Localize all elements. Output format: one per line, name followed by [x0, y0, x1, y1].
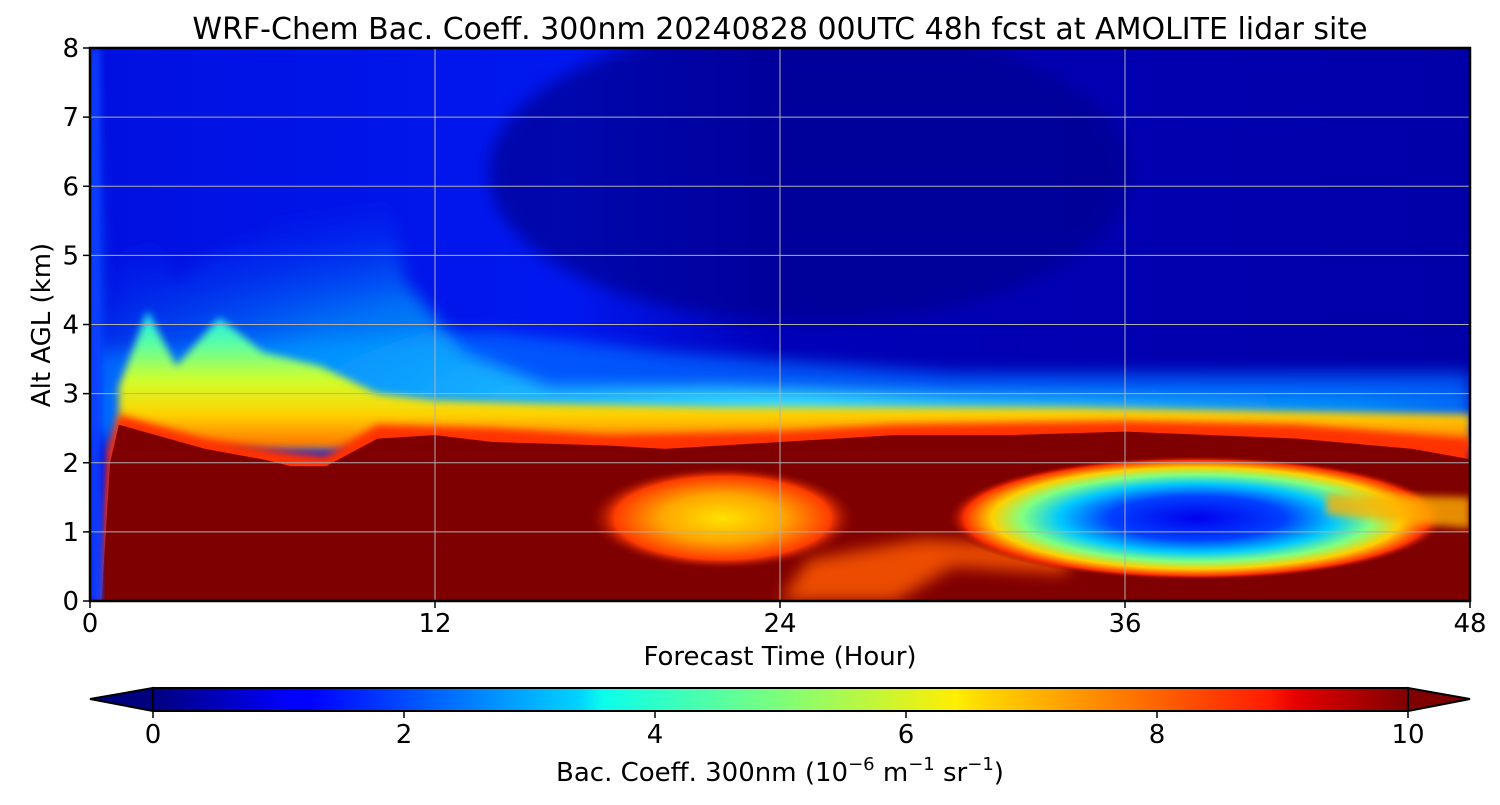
clean-pocket-1: [587, 466, 858, 571]
aerosol-plume: [101, 103, 1470, 449]
y-tick-label: 0: [62, 587, 79, 617]
colorbar-body: [152, 687, 1409, 712]
colorbar-label-mid1: m: [875, 758, 909, 788]
colorbar-label-exp2: −1: [908, 754, 935, 775]
colorbar-label-prefix: Bac. Coeff. 300nm (10: [556, 758, 848, 788]
x-axis: 0 12 24 36 48: [82, 601, 1487, 639]
clean-pocket-2: [946, 456, 1447, 581]
y-tick-label: 4: [62, 311, 79, 341]
y-axis-label: Alt AGL (km): [27, 243, 57, 407]
colorbar-label-exp3: −1: [967, 754, 994, 775]
colorbar-tick-label: 0: [145, 720, 162, 750]
colorbar-tick-label: 8: [1149, 720, 1166, 750]
y-tick-label: 6: [62, 172, 79, 202]
y-tick-label: 1: [62, 518, 79, 548]
dark-patch: [488, 48, 1129, 323]
colorbar-label-mid2: sr: [935, 758, 968, 788]
y-tick-label: 8: [62, 34, 79, 64]
residual-layer: [1326, 493, 1470, 529]
colorbar-extend-high: [1407, 686, 1471, 713]
x-axis-label: Forecast Time (Hour): [643, 642, 916, 672]
y-tick-label: 2: [62, 449, 79, 479]
x-tick-label: 48: [1453, 609, 1486, 639]
colorbar-tick-label: 10: [1391, 720, 1424, 750]
colorbar-tick-label: 4: [647, 720, 664, 750]
x-tick-label: 24: [763, 609, 796, 639]
chart-title: WRF-Chem Bac. Coeff. 300nm 20240828 00UT…: [192, 12, 1367, 47]
y-tick-label: 5: [62, 241, 79, 271]
colorbar-tick-label: 2: [396, 720, 413, 750]
x-tick-label: 36: [1108, 609, 1141, 639]
y-tick-label: 7: [62, 103, 79, 133]
colorbar-tick-label: 6: [898, 720, 915, 750]
aerosol-layer: [118, 310, 1470, 449]
colorbar-extend-low: [89, 686, 154, 713]
x-tick-label: 0: [82, 609, 99, 639]
colorbar: 0 2 4 6 8 10 Bac. Coeff. 300nm (10−6 m−1 sr−1…: [89, 686, 1471, 788]
colorbar-label-suffix: ): [994, 758, 1004, 788]
colorbar-label-exp1: −6: [848, 754, 875, 775]
y-axis: 0 1 2 3 4 5 6 7 8: [62, 34, 90, 617]
x-tick-label: 12: [418, 609, 451, 639]
y-tick-label: 3: [62, 380, 79, 410]
colorbar-ticks: 0 2 4 6 8 10: [145, 711, 1425, 750]
colorbar-label: Bac. Coeff. 300nm (10−6 m−1 sr−1): [556, 754, 1004, 788]
